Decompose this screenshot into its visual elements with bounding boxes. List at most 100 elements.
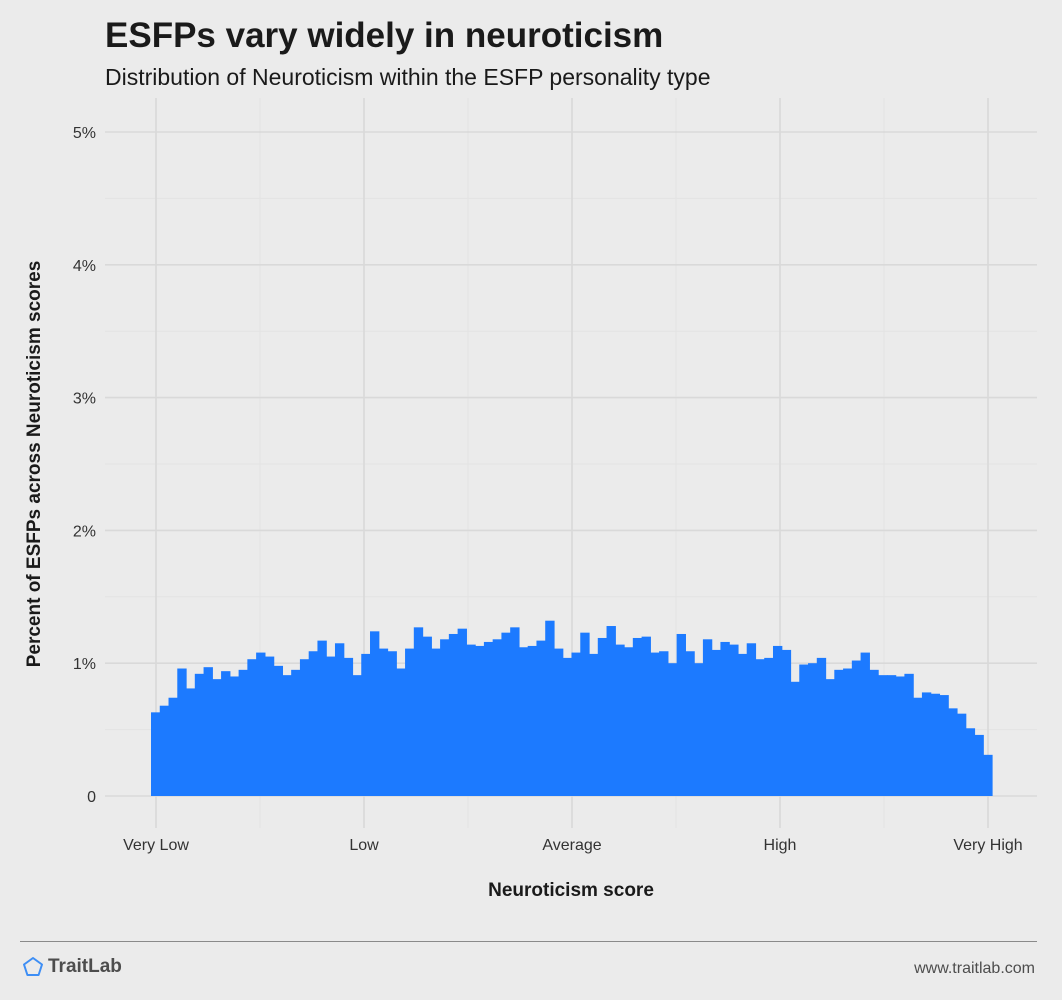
- histogram-bar: [781, 649, 792, 796]
- histogram-bar: [834, 669, 844, 796]
- histogram-bar: [308, 651, 319, 796]
- histogram-bar: [299, 659, 310, 796]
- histogram-bar: [869, 669, 879, 796]
- x-tick-label: Average: [542, 837, 601, 854]
- histogram-bar: [431, 648, 441, 796]
- histogram-bar: [659, 651, 669, 796]
- x-axis-label: Neuroticism score: [488, 880, 654, 901]
- histogram-bar: [816, 657, 827, 796]
- histogram-bar: [843, 668, 853, 796]
- histogram-bar: [221, 671, 231, 796]
- histogram-bar: [247, 659, 257, 796]
- histogram-bar: [238, 669, 248, 796]
- histogram-bar: [886, 675, 897, 796]
- histogram-bar: [641, 636, 651, 796]
- histogram-bar: [965, 728, 976, 796]
- y-tick-label: 4%: [73, 258, 96, 275]
- footer-url[interactable]: www.traitlab.com: [914, 960, 1035, 977]
- histogram-bar: [457, 628, 467, 796]
- brand-name: TraitLab: [48, 956, 122, 977]
- histogram-bar: [317, 640, 327, 796]
- histogram-bar: [352, 675, 362, 796]
- histogram-bar: [799, 664, 809, 796]
- histogram-bar: [580, 632, 590, 796]
- y-tick-label: 5%: [73, 125, 96, 142]
- histogram-bar: [904, 673, 914, 796]
- chart-subtitle: Distribution of Neuroticism within the E…: [105, 64, 711, 90]
- histogram-bar: [448, 633, 459, 796]
- histogram-bar: [597, 637, 608, 796]
- y-tick-label: 3%: [73, 391, 96, 408]
- histogram-bar: [405, 648, 415, 796]
- histogram-bar: [186, 688, 196, 796]
- histogram-bar: [948, 708, 958, 796]
- histogram-bar: [974, 734, 984, 796]
- x-axis-ticks: Very Low Low Average High Very High: [123, 837, 1023, 854]
- histogram-bar: [273, 665, 284, 796]
- histogram-bar: [527, 645, 538, 796]
- histogram-bar: [772, 645, 783, 796]
- x-tick-label: Very High: [953, 837, 1022, 854]
- footer-divider: [20, 941, 1037, 942]
- histogram-bar: [851, 660, 862, 796]
- histogram-bar: [343, 657, 354, 796]
- histogram-bar: [720, 641, 730, 796]
- histogram-bar: [939, 695, 949, 796]
- x-tick-label: Very Low: [123, 837, 189, 854]
- histogram-bar: [790, 681, 800, 796]
- histogram-bar: [930, 693, 941, 796]
- chart-title: ESFPs vary widely in neuroticism: [105, 16, 664, 55]
- histogram-bar: [711, 649, 722, 796]
- histogram-bar: [378, 648, 389, 796]
- histogram-chart: 0 1% 2% 3% 4% 5% Very Low Low Average High Very H…: [24, 98, 1037, 901]
- histogram-bar: [413, 627, 424, 796]
- y-axis-ticks: 0 1% 2% 3% 4% 5%: [73, 125, 96, 806]
- histogram-bar: [729, 644, 739, 796]
- x-tick-label: High: [764, 837, 797, 854]
- histogram-bar: [256, 652, 266, 796]
- histogram-bar: [212, 679, 222, 796]
- histogram-bar: [545, 620, 555, 796]
- histogram-bar: [536, 640, 546, 796]
- histogram-bar: [229, 676, 240, 796]
- histogram-bar: [334, 643, 345, 796]
- histogram-bar: [913, 697, 923, 796]
- histogram-bar: [440, 639, 450, 796]
- pentagon-icon: [23, 957, 43, 976]
- histogram-bar: [177, 668, 187, 796]
- histogram-bar: [361, 653, 371, 796]
- histogram-bar: [168, 697, 178, 796]
- histogram-bar: [422, 636, 432, 796]
- histogram-bar: [510, 627, 520, 796]
- histogram-bar: [755, 659, 765, 796]
- histogram-bar: [553, 648, 564, 796]
- histogram-bar: [151, 712, 161, 796]
- y-tick-label: 1%: [73, 656, 96, 673]
- histogram-bar: [650, 652, 660, 796]
- histogram-bar: [589, 653, 599, 796]
- histogram-bar: [895, 676, 905, 796]
- histogram-bar: [370, 631, 380, 796]
- histogram-bar: [606, 626, 616, 796]
- histogram-bar: [685, 651, 695, 796]
- histogram-bar: [624, 647, 634, 796]
- histogram-bar: [983, 754, 993, 796]
- histogram-bar: [737, 653, 748, 796]
- histogram-bar: [694, 663, 704, 796]
- histogram-bar: [676, 633, 686, 796]
- histogram-bar: [264, 656, 275, 796]
- histogram-bar: [475, 645, 485, 796]
- histogram-bar: [194, 673, 205, 796]
- histogram-bar: [291, 669, 301, 796]
- y-tick-label: 0: [87, 789, 96, 806]
- histogram-bar: [282, 675, 292, 796]
- y-axis-label: Percent of ESFPs across Neuroticism scor…: [24, 261, 45, 668]
- histogram-bar: [702, 639, 713, 796]
- histogram-bar: [667, 663, 678, 796]
- histogram-bar: [562, 657, 573, 796]
- histogram-bar: [466, 644, 476, 796]
- traitlab-logo[interactable]: TraitLab: [22, 956, 122, 978]
- histogram-bar: [746, 643, 757, 796]
- histogram-bar: [860, 652, 870, 796]
